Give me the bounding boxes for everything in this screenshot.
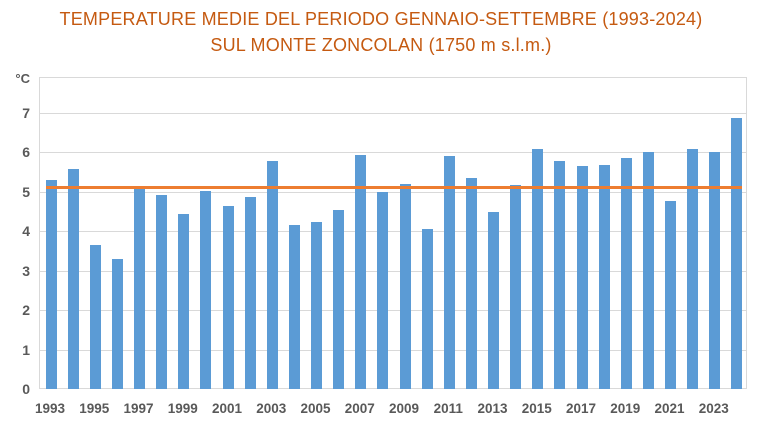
gridline-2 xyxy=(40,310,746,311)
bar-1995 xyxy=(89,244,101,389)
y-tick-label-2: 2 xyxy=(22,302,30,318)
x-tick-label-2001: 2001 xyxy=(212,401,243,416)
x-tick-label-2003: 2003 xyxy=(256,401,287,416)
gridline-4 xyxy=(40,231,746,233)
bar-2021 xyxy=(665,200,677,389)
x-tick-label-2007: 2007 xyxy=(344,401,375,416)
bar-1998 xyxy=(156,195,168,389)
bar-2011 xyxy=(443,155,455,389)
x-tick-label-1997: 1997 xyxy=(123,401,154,416)
bar-2003 xyxy=(266,161,278,389)
bar-2005 xyxy=(311,222,323,389)
bar-2023 xyxy=(709,151,721,389)
y-axis-unit-label: °C xyxy=(15,71,30,86)
bar-2006 xyxy=(333,209,345,389)
y-tick-label-6: 6 xyxy=(22,144,30,161)
bar-2012 xyxy=(465,178,477,389)
x-tick-label-2009: 2009 xyxy=(389,401,420,416)
gridline-5 xyxy=(40,191,746,193)
bar-2000 xyxy=(200,190,212,389)
bar-1996 xyxy=(111,259,123,389)
x-tick-label-1995: 1995 xyxy=(79,401,110,416)
bar-2004 xyxy=(288,225,300,389)
gridline-7 xyxy=(40,112,746,114)
gridline-3 xyxy=(40,270,746,272)
chart-subtitle: SUL MONTE ZONCOLAN (1750 m s.l.m.) xyxy=(210,35,552,55)
bar-1997 xyxy=(134,188,146,389)
gridline-6 xyxy=(40,152,746,154)
x-tick-label-1993: 1993 xyxy=(35,401,66,416)
bar-2019 xyxy=(620,157,632,389)
y-tick-label-3: 3 xyxy=(22,262,30,279)
bar-2020 xyxy=(642,151,654,389)
x-tick-label-2015: 2015 xyxy=(521,401,552,416)
x-tick-label-2011: 2011 xyxy=(433,401,463,416)
bar-2008 xyxy=(377,191,389,389)
bar-2009 xyxy=(399,184,411,389)
average-line xyxy=(46,186,742,190)
bar-2016 xyxy=(554,161,566,389)
gridline-1 xyxy=(40,349,746,351)
bar-2010 xyxy=(421,229,433,389)
x-tick-label-2019: 2019 xyxy=(610,401,641,416)
y-tick-label-0: 0 xyxy=(22,381,30,397)
bar-2015 xyxy=(532,148,544,389)
bar-1994 xyxy=(67,169,79,389)
bar-1993 xyxy=(45,179,57,389)
x-tick-label-1999: 1999 xyxy=(167,401,198,416)
bar-2022 xyxy=(687,148,699,389)
y-tick-label-5: 5 xyxy=(22,183,30,200)
x-tick-label-2021: 2021 xyxy=(654,401,685,416)
bar-1999 xyxy=(178,213,190,389)
chart-title: TEMPERATURE MEDIE DEL PERIODO GENNAIO-SE… xyxy=(59,9,703,29)
bar-2024 xyxy=(731,117,743,389)
bar-2013 xyxy=(488,211,500,389)
x-tick-label-2013: 2013 xyxy=(477,401,508,416)
bar-2001 xyxy=(222,206,234,389)
x-tick-label-2017: 2017 xyxy=(566,401,597,416)
y-tick-label-1: 1 xyxy=(22,341,30,358)
bar-2017 xyxy=(576,165,588,389)
bar-2014 xyxy=(510,185,522,389)
bar-2002 xyxy=(244,197,256,389)
bar-2018 xyxy=(598,164,610,389)
y-tick-label-4: 4 xyxy=(22,223,30,240)
y-tick-label-7: 7 xyxy=(22,104,30,121)
plot-area xyxy=(39,77,747,389)
x-tick-label-2005: 2005 xyxy=(300,401,331,416)
bar-2007 xyxy=(355,154,367,389)
x-tick-label-2023: 2023 xyxy=(698,401,729,416)
